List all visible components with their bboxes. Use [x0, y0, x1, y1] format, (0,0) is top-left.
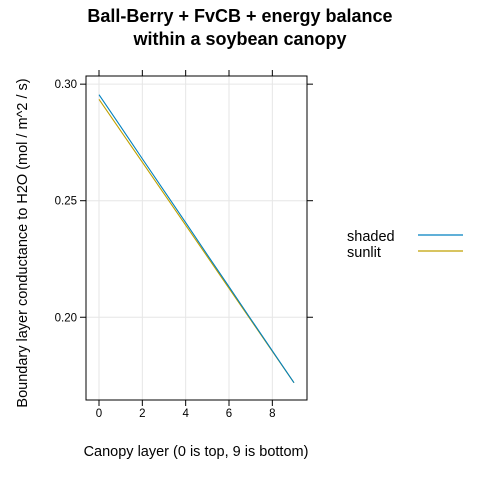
y-tick-label: 0.30	[55, 79, 77, 91]
series-lines	[98, 94, 295, 384]
axis-ticks: 0 2 4 6 8 0.20 0.25 0.30	[55, 70, 313, 420]
x-tick-label: 2	[139, 408, 145, 420]
grid-lines	[86, 76, 307, 400]
x-tick-label: 4	[182, 408, 189, 420]
chart-title-line-1: Ball-Berry + FvCB + energy balance	[87, 6, 392, 26]
plot-frame	[85, 75, 308, 401]
x-tick-label: 6	[226, 408, 232, 420]
chart-title-line-2: within a soybean canopy	[132, 29, 346, 49]
legend-label-shaded: shaded	[347, 229, 395, 245]
x-tick-label: 0	[96, 408, 102, 420]
x-axis-label: Canopy layer (0 is top, 9 is bottom)	[84, 444, 309, 460]
y-axis-label: Boundary layer conductance to H2O (mol /…	[15, 78, 31, 407]
y-tick-label: 0.20	[55, 312, 77, 324]
series-line-shaded	[98, 94, 295, 384]
x-tick-label: 8	[269, 408, 275, 420]
legend-label-sunlit: sunlit	[347, 245, 381, 261]
y-tick-label: 0.25	[55, 196, 77, 208]
